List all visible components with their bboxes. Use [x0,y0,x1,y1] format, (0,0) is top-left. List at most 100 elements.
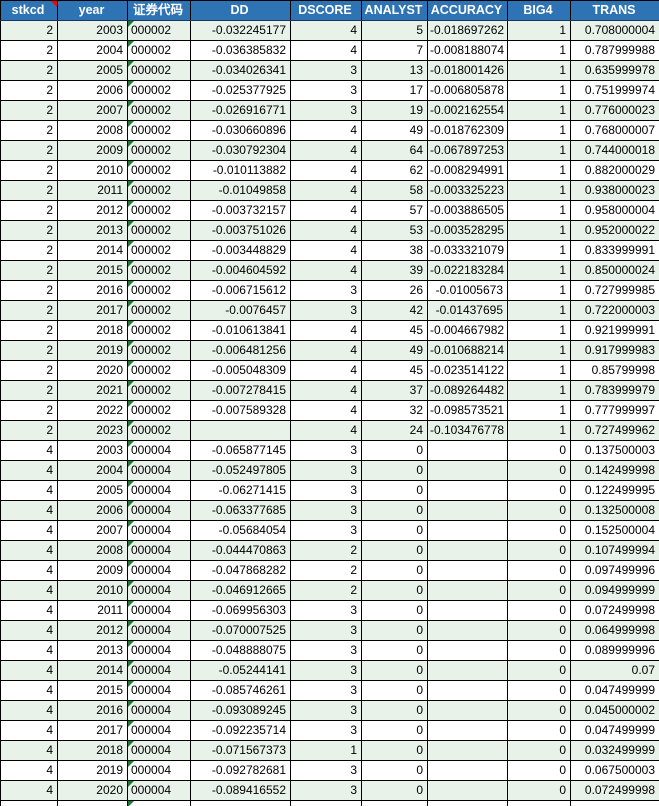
cell-dd[interactable]: -0.070007525 [190,620,291,641]
cell-analyst[interactable]: 0 [361,560,428,581]
cell-stkcd[interactable]: 2 [0,300,58,321]
cell-stkcd[interactable]: 2 [0,40,58,61]
cell-stkcd[interactable]: 4 [0,660,58,681]
cell-analyst[interactable]: 5 [361,20,428,41]
cell-stkcd[interactable]: 4 [0,520,58,541]
cell-dscore[interactable]: 3 [290,680,362,701]
cell-trans[interactable]: 0.938000023 [570,180,659,201]
cell-dd[interactable]: -0.044470863 [190,540,291,561]
cell-dd[interactable]: -0.063377685 [190,500,291,521]
cell-trans[interactable]: 0.089999996 [570,640,659,661]
cell-analyst[interactable]: 62 [361,160,428,181]
cell-trans[interactable]: 0.768000007 [570,120,659,141]
cell-big4[interactable]: 0 [507,780,571,801]
cell-trans[interactable]: 0.067500003 [570,760,659,781]
cell-year[interactable]: 2016 [57,700,128,721]
cell-code[interactable]: 000002 [127,240,191,261]
cell-year[interactable]: 2010 [57,160,128,181]
cell-code[interactable]: 000004 [127,720,191,741]
cell-big4[interactable]: 0 [507,580,571,601]
cell-year[interactable]: 2005 [57,60,128,81]
cell-accuracy[interactable] [427,440,508,461]
cell-dd[interactable]: -0.025377925 [190,80,291,101]
cell-analyst[interactable]: 17 [361,80,428,101]
cell-dscore[interactable]: 4 [290,360,362,381]
cell-analyst[interactable]: 0 [361,700,428,721]
cell-year[interactable]: 2020 [57,360,128,381]
cell-big4[interactable]: 1 [507,180,571,201]
cell-accuracy[interactable] [427,540,508,561]
cell-trans[interactable]: 0.094999999 [570,580,659,601]
cell-dd[interactable]: -0.085746261 [190,680,291,701]
cell-dd[interactable]: -0.052497805 [190,460,291,481]
cell-dscore[interactable]: 3 [290,60,362,81]
cell-trans[interactable]: 0.045000002 [570,700,659,721]
cell-stkcd[interactable]: 2 [0,320,58,341]
cell-stkcd[interactable]: 4 [0,620,58,641]
cell-stkcd[interactable]: 2 [0,220,58,241]
cell-code[interactable]: 000004 [127,480,191,501]
cell-code[interactable]: 000002 [127,40,191,61]
cell-trans[interactable]: 0.635999978 [570,60,659,81]
cell-accuracy[interactable]: -0.018762309 [427,120,508,141]
cell-stkcd[interactable]: 4 [0,440,58,461]
cell-stkcd[interactable]: 2 [0,360,58,381]
cell-code[interactable]: 000002 [127,320,191,341]
cell-stkcd[interactable]: 2 [0,260,58,281]
cell-dd[interactable]: -0.069956303 [190,600,291,621]
cell-stkcd[interactable]: 4 [0,540,58,561]
column-header-security-code[interactable]: 证券代码 [127,0,191,21]
cell-accuracy[interactable] [427,560,508,581]
cell-year[interactable]: 2004 [57,40,128,61]
cell-trans[interactable]: 0.727499962 [570,420,659,441]
cell-stkcd[interactable]: 4 [0,580,58,601]
cell-big4[interactable]: 0 [507,480,571,501]
cell-dd[interactable]: -0.046912665 [190,580,291,601]
cell-big4[interactable]: 0 [507,700,571,721]
cell-year[interactable]: 2006 [57,80,128,101]
cell-year[interactable]: 2008 [57,120,128,141]
cell-year[interactable] [57,800,128,806]
cell-dscore[interactable]: 3 [290,480,362,501]
cell-stkcd[interactable]: 4 [0,780,58,801]
column-header-big4[interactable]: BIG4 [507,0,571,21]
cell-stkcd[interactable] [0,800,58,806]
cell-code[interactable]: 000004 [127,620,191,641]
cell-year[interactable]: 2010 [57,580,128,601]
column-header-dscore[interactable]: DSCORE [290,0,362,21]
cell-code[interactable]: 000002 [127,340,191,361]
cell-year[interactable]: 2017 [57,300,128,321]
cell-stkcd[interactable]: 2 [0,400,58,421]
cell-dscore[interactable]: 3 [290,720,362,741]
cell-code[interactable]: 000004 [127,560,191,581]
cell-code[interactable]: 000004 [127,740,191,761]
cell-accuracy[interactable]: -0.098573521 [427,400,508,421]
cell-trans[interactable]: 0.097499996 [570,560,659,581]
cell-accuracy[interactable]: -0.022183284 [427,260,508,281]
cell-analyst[interactable]: 0 [361,780,428,801]
cell-stkcd[interactable]: 4 [0,700,58,721]
cell-year[interactable]: 2019 [57,760,128,781]
cell-analyst[interactable]: 37 [361,380,428,401]
cell-big4[interactable]: 1 [507,20,571,41]
cell-dd[interactable]: -0.0076457 [190,300,291,321]
cell-year[interactable]: 2016 [57,280,128,301]
cell-year[interactable]: 2011 [57,600,128,621]
cell-analyst[interactable]: 58 [361,180,428,201]
cell-dscore[interactable]: 4 [290,380,362,401]
cell-analyst[interactable]: 0 [361,660,428,681]
cell-big4[interactable]: 0 [507,440,571,461]
cell-code[interactable]: 000004 [127,780,191,801]
cell-dscore[interactable]: 3 [290,780,362,801]
cell-code[interactable]: 000004 [127,660,191,681]
cell-analyst[interactable]: 0 [361,740,428,761]
cell-dd[interactable]: -0.092782681 [190,760,291,781]
cell-trans[interactable]: 0.032499999 [570,740,659,761]
cell-big4[interactable]: 0 [507,560,571,581]
cell-big4[interactable]: 0 [507,660,571,681]
cell-code[interactable]: 000004 [127,440,191,461]
cell-big4[interactable]: 1 [507,380,571,401]
cell-dscore[interactable]: 4 [290,200,362,221]
cell-code[interactable]: 000002 [127,180,191,201]
cell-analyst[interactable]: 45 [361,360,428,381]
